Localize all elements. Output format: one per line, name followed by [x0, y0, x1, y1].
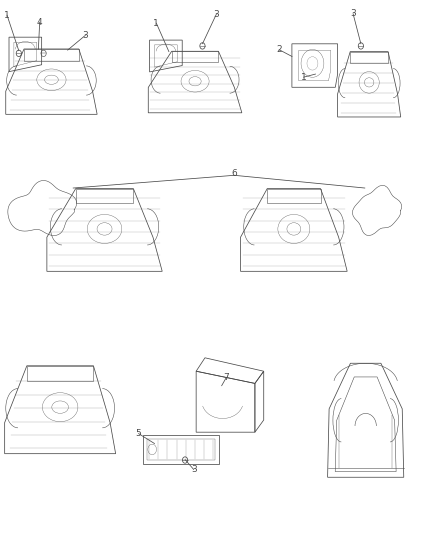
Text: 3: 3 [82, 31, 88, 40]
Text: 1: 1 [300, 72, 306, 82]
Text: 6: 6 [231, 169, 237, 178]
Text: 1: 1 [153, 19, 159, 28]
Text: 3: 3 [213, 10, 219, 19]
Text: 1: 1 [4, 11, 10, 20]
Text: 3: 3 [191, 465, 197, 474]
Text: 3: 3 [350, 9, 356, 18]
Text: 7: 7 [223, 373, 229, 382]
Text: 5: 5 [136, 429, 141, 438]
Text: 4: 4 [37, 18, 42, 27]
Text: 2: 2 [276, 45, 282, 54]
